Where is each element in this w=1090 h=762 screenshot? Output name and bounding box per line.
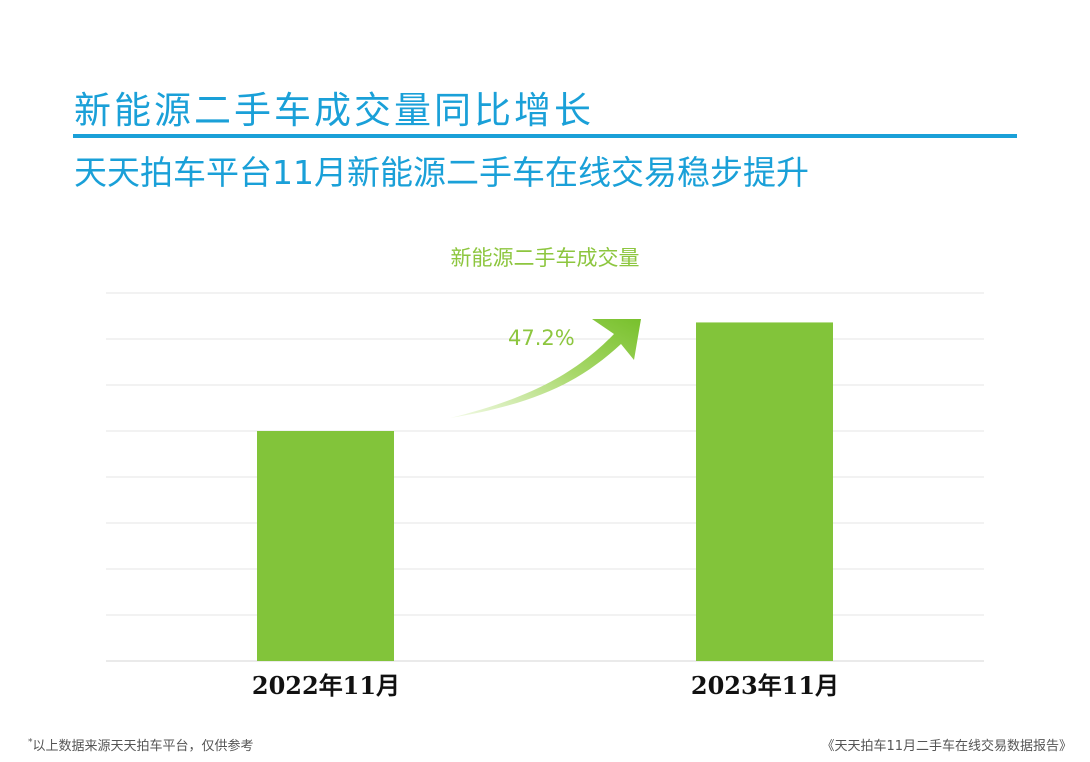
- page-title: 新能源二手车成交量同比增长: [74, 89, 594, 132]
- title-divider: [73, 134, 1017, 138]
- footnote: *以上数据来源天天拍车平台，仅供参考: [28, 735, 254, 754]
- growth-arrow: [450, 319, 641, 418]
- report-source: 《天天拍车11月二手车在线交易数据报告》: [821, 739, 1072, 754]
- footnote-text: 以上数据来源天天拍车平台，仅供参考: [32, 739, 254, 754]
- footnote-mark: *: [28, 737, 33, 748]
- growth-percent-label: 47.2%: [508, 326, 575, 350]
- chart-title: 新能源二手车成交量: [450, 246, 640, 270]
- bar-0: [257, 431, 394, 661]
- bar-1: [696, 322, 833, 661]
- x-tick-label: 2022年11月: [251, 671, 401, 700]
- page-subtitle: 天天拍车平台11月新能源二手车在线交易稳步提升: [74, 153, 809, 192]
- x-tick-label: 2023年11月: [690, 671, 840, 700]
